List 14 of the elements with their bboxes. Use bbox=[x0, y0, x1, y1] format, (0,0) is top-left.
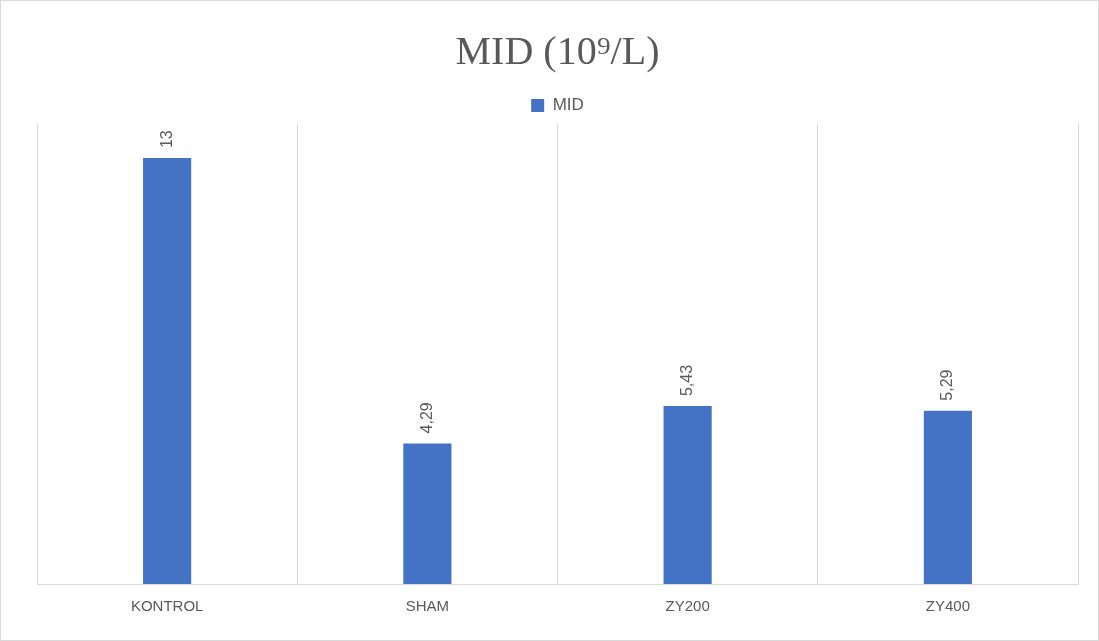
data-label: 5,29 bbox=[938, 369, 956, 401]
legend-label: MID bbox=[552, 95, 584, 115]
bar bbox=[403, 443, 452, 584]
chart-title: MID (10⁹/L) bbox=[455, 27, 660, 73]
bar bbox=[143, 158, 192, 584]
x-tick-label: KONTROL bbox=[130, 597, 204, 615]
data-label: 13 bbox=[157, 130, 175, 149]
data-label: 5,43 bbox=[678, 364, 696, 397]
bar bbox=[663, 406, 712, 584]
x-tick-label: ZY200 bbox=[665, 597, 710, 615]
bar bbox=[923, 410, 972, 584]
data-label: 4,29 bbox=[417, 402, 435, 434]
x-tick-label: SHAM bbox=[405, 597, 450, 615]
x-tick-label: ZY400 bbox=[925, 597, 970, 615]
